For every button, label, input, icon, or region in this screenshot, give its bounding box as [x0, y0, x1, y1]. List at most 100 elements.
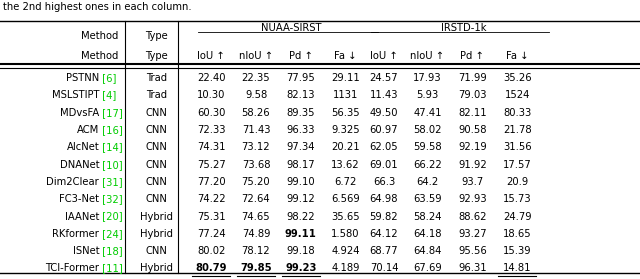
Text: 20.9: 20.9 [506, 177, 528, 187]
Text: 90.58: 90.58 [458, 125, 486, 135]
Text: CNN: CNN [146, 160, 168, 170]
Text: 79.03: 79.03 [458, 90, 486, 100]
Text: NUAA-SIRST: NUAA-SIRST [261, 23, 321, 33]
Text: 92.93: 92.93 [458, 194, 486, 204]
Text: 21.78: 21.78 [503, 125, 531, 135]
Text: 82.13: 82.13 [287, 90, 315, 100]
Text: 74.31: 74.31 [197, 142, 225, 152]
Text: [32]: [32] [99, 194, 123, 204]
Text: [31]: [31] [99, 177, 123, 187]
Text: 79.85: 79.85 [240, 263, 272, 273]
Text: 35.26: 35.26 [503, 73, 531, 83]
Text: 1131: 1131 [333, 90, 358, 100]
Text: 75.31: 75.31 [197, 211, 225, 222]
Text: 75.27: 75.27 [197, 160, 225, 170]
Text: 10.30: 10.30 [197, 90, 225, 100]
Text: 93.27: 93.27 [458, 229, 486, 239]
Text: 64.98: 64.98 [370, 194, 398, 204]
Text: 97.34: 97.34 [287, 142, 315, 152]
Text: 64.2: 64.2 [417, 177, 438, 187]
Text: AlcNet: AlcNet [67, 142, 99, 152]
Text: Type: Type [145, 31, 168, 41]
Text: 22.35: 22.35 [242, 73, 270, 83]
Text: 91.92: 91.92 [458, 160, 486, 170]
Text: FC3-Net: FC3-Net [60, 194, 99, 204]
Text: 72.33: 72.33 [197, 125, 225, 135]
Text: IRSTD-1k: IRSTD-1k [440, 23, 486, 33]
Text: 14.81: 14.81 [503, 263, 531, 273]
Text: 13.62: 13.62 [332, 160, 360, 170]
Text: 15.39: 15.39 [503, 246, 531, 256]
Text: 17.57: 17.57 [503, 160, 531, 170]
Text: 80.33: 80.33 [503, 108, 531, 118]
Text: 29.11: 29.11 [332, 73, 360, 83]
Text: [24]: [24] [99, 229, 123, 239]
Text: 93.7: 93.7 [461, 177, 483, 187]
Text: 68.77: 68.77 [370, 246, 398, 256]
Text: 20.21: 20.21 [332, 142, 360, 152]
Text: 92.19: 92.19 [458, 142, 486, 152]
Text: Pd ↑: Pd ↑ [289, 51, 313, 61]
Text: 4.924: 4.924 [332, 246, 360, 256]
Text: CNN: CNN [146, 177, 168, 187]
Text: 77.20: 77.20 [197, 177, 225, 187]
Text: 70.14: 70.14 [370, 263, 398, 273]
Text: 49.50: 49.50 [370, 108, 398, 118]
Text: 22.40: 22.40 [197, 73, 225, 83]
Text: 80.79: 80.79 [195, 263, 227, 273]
Text: IoU ↑: IoU ↑ [197, 51, 225, 61]
Text: 15.73: 15.73 [503, 194, 531, 204]
Text: 58.02: 58.02 [413, 125, 442, 135]
Text: 95.56: 95.56 [458, 246, 486, 256]
Text: 64.84: 64.84 [413, 246, 442, 256]
Text: 96.33: 96.33 [287, 125, 315, 135]
Text: 6.72: 6.72 [335, 177, 356, 187]
Text: 56.35: 56.35 [332, 108, 360, 118]
Text: 98.22: 98.22 [287, 211, 315, 222]
Text: RKformer: RKformer [52, 229, 99, 239]
Text: 60.97: 60.97 [370, 125, 398, 135]
Text: MDvsFA: MDvsFA [60, 108, 99, 118]
Text: 71.99: 71.99 [458, 73, 486, 83]
Text: CNN: CNN [146, 125, 168, 135]
Text: IAANet: IAANet [65, 211, 99, 222]
Text: [6]: [6] [99, 73, 116, 83]
Text: 99.11: 99.11 [285, 229, 317, 239]
Text: 63.59: 63.59 [413, 194, 442, 204]
Text: ACM: ACM [77, 125, 99, 135]
Text: Method: Method [81, 51, 118, 61]
Text: [11]: [11] [99, 263, 123, 273]
Text: 73.12: 73.12 [242, 142, 270, 152]
Text: 99.12: 99.12 [287, 194, 315, 204]
Text: [17]: [17] [99, 108, 123, 118]
Text: Trad: Trad [146, 90, 168, 100]
Text: 69.01: 69.01 [370, 160, 398, 170]
Text: 11.43: 11.43 [370, 90, 398, 100]
Text: MSLSTIPT: MSLSTIPT [52, 90, 99, 100]
Text: 24.57: 24.57 [370, 73, 398, 83]
Text: Fa ↓: Fa ↓ [334, 51, 357, 61]
Text: 18.65: 18.65 [503, 229, 531, 239]
Text: [18]: [18] [99, 246, 123, 256]
Text: 59.82: 59.82 [370, 211, 398, 222]
Text: 31.56: 31.56 [503, 142, 531, 152]
Text: 35.65: 35.65 [332, 211, 360, 222]
Text: 71.43: 71.43 [242, 125, 270, 135]
Text: [10]: [10] [99, 160, 123, 170]
Text: nIoU ↑: nIoU ↑ [239, 51, 273, 61]
Text: 24.79: 24.79 [503, 211, 531, 222]
Text: CNN: CNN [146, 194, 168, 204]
Text: 4.189: 4.189 [332, 263, 360, 273]
Text: 9.325: 9.325 [332, 125, 360, 135]
Text: Dim2Clear: Dim2Clear [47, 177, 99, 187]
Text: 67.69: 67.69 [413, 263, 442, 273]
Text: 98.17: 98.17 [287, 160, 315, 170]
Text: 58.24: 58.24 [413, 211, 442, 222]
Text: Method: Method [81, 31, 118, 41]
Text: 6.569: 6.569 [332, 194, 360, 204]
Text: 99.23: 99.23 [285, 263, 317, 273]
Text: Type: Type [145, 51, 168, 61]
Text: 62.05: 62.05 [370, 142, 398, 152]
Text: [14]: [14] [99, 142, 123, 152]
Text: [16]: [16] [99, 125, 123, 135]
